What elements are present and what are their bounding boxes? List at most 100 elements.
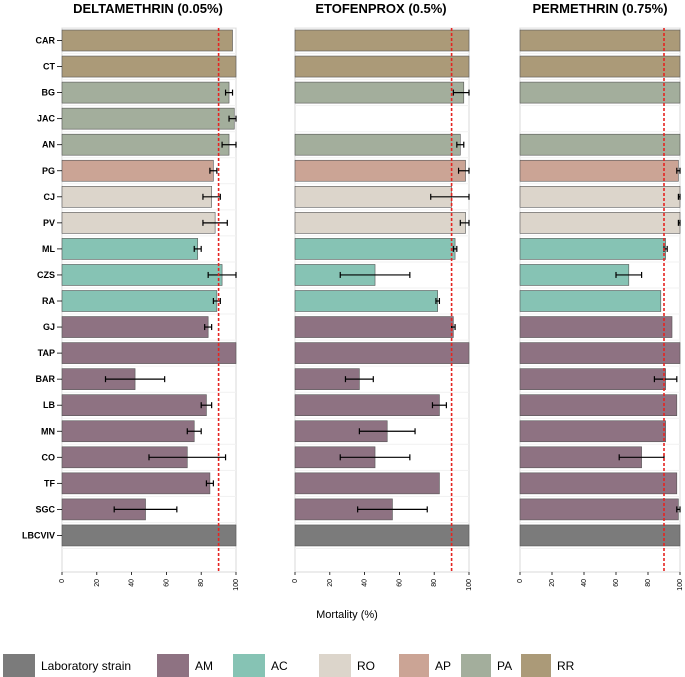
row-label-lbcviv: LBCVIV xyxy=(22,530,55,540)
bar-deltamethrin-bg xyxy=(61,81,230,104)
legend-swatch-rr xyxy=(521,654,551,677)
bar-deltamethrin-pv xyxy=(61,212,216,234)
bar-deltamethrin-gj xyxy=(61,316,209,338)
row-label-mn: MN xyxy=(41,426,55,436)
bar-deltamethrin-lbcviv xyxy=(61,524,237,547)
bar-permethrin-lbcviv xyxy=(519,524,681,547)
x-tick-label: 40 xyxy=(581,579,588,587)
bar-etofenprox-pv xyxy=(294,212,466,234)
bar-etofenprox-an xyxy=(294,133,461,156)
bar-permethrin-czs xyxy=(519,264,630,286)
x-tick-label: 20 xyxy=(327,579,334,587)
legend-label-pa: PA xyxy=(497,659,512,673)
bar-permethrin-sgc xyxy=(519,498,679,521)
text-labels: 0 20 40 60 80 100 0 20 40 60 80 100 0 20 40 60 80 100 CAR C… xyxy=(22,36,684,591)
row-label-czs: CZS xyxy=(37,270,55,280)
row-label-sgc: SGC xyxy=(35,504,55,514)
legend-label-ap: AP xyxy=(435,659,451,673)
x-tick-label: 40 xyxy=(362,579,369,587)
bar-etofenprox-gj xyxy=(294,316,454,338)
row-label-tf: TF xyxy=(44,478,55,488)
bar-etofenprox-ct xyxy=(294,55,470,78)
bar-permethrin-an xyxy=(519,133,681,156)
bar-etofenprox-tap xyxy=(294,342,470,364)
panel-title-etofenprox: ETOFENPROX (0.5%) xyxy=(315,1,446,16)
row-label-car: CAR xyxy=(36,36,56,46)
x-tick-label: 0 xyxy=(59,579,66,583)
panel-frames xyxy=(61,27,681,575)
x-tick-label: 80 xyxy=(198,579,205,587)
x-tick-label: 20 xyxy=(549,579,556,587)
bar-etofenprox-lb xyxy=(294,394,440,417)
x-tick-label: 100 xyxy=(677,579,684,591)
bar-deltamethrin-cj xyxy=(61,186,212,208)
legend-label-rr: RR xyxy=(557,659,575,673)
bar-permethrin-ct xyxy=(519,55,681,78)
bar-deltamethrin-czs xyxy=(61,264,223,286)
legend-swatch-ac xyxy=(233,654,265,677)
bar-etofenprox-ml xyxy=(294,238,456,260)
bar-deltamethrin-pg xyxy=(61,159,214,182)
bar-etofenprox-bg xyxy=(294,81,465,104)
legend-label-am: AM xyxy=(195,659,213,673)
bar-deltamethrin-tap xyxy=(61,342,237,364)
row-label-tap: TAP xyxy=(38,348,55,358)
bar-permethrin-bg xyxy=(519,81,681,104)
panel-title-deltamethrin: DELTAMETHRIN (0.05%) xyxy=(73,1,223,16)
bar-etofenprox-car xyxy=(294,29,470,52)
x-tick-label: 0 xyxy=(292,579,299,583)
bar-permethrin-tf xyxy=(519,472,678,495)
row-label-pg: PG xyxy=(42,166,55,176)
bar-permethrin-pg xyxy=(519,159,679,182)
bar-deltamethrin-tf xyxy=(61,472,211,495)
row-label-bg: BG xyxy=(42,88,56,98)
x-tick-label: 80 xyxy=(431,579,438,587)
row-label-co: CO xyxy=(42,452,56,462)
x-tick-label: 60 xyxy=(163,579,170,587)
bar-etofenprox-cj xyxy=(294,186,452,208)
bar-etofenprox-pg xyxy=(294,159,466,182)
bar-permethrin-bar xyxy=(519,368,666,390)
bar-etofenprox-ra xyxy=(294,290,438,312)
legend-swatch-ro xyxy=(319,654,351,677)
bar-deltamethrin-ra xyxy=(61,290,218,312)
row-label-ml: ML xyxy=(42,244,55,254)
legend-swatch-pa xyxy=(461,654,491,677)
x-tick-label: 20 xyxy=(94,579,101,587)
bar-deltamethrin-lb xyxy=(61,394,207,417)
legend-swatch-am xyxy=(157,654,189,677)
bar-deltamethrin-an xyxy=(61,133,230,156)
bar-deltamethrin-car xyxy=(61,29,233,52)
row-label-an: AN xyxy=(42,140,55,150)
legend-label-ac: AC xyxy=(271,659,288,673)
x-tick-label: 80 xyxy=(645,579,652,587)
bar-permethrin-lb xyxy=(519,394,678,417)
legend-swatch-ap xyxy=(399,654,429,677)
row-label-cj: CJ xyxy=(43,192,55,202)
bar-deltamethrin-jac xyxy=(61,107,235,130)
row-label-pv: PV xyxy=(43,218,55,228)
bar-deltamethrin-ml xyxy=(61,238,199,260)
x-tick-label: 0 xyxy=(517,579,524,583)
bar-permethrin-ra xyxy=(519,290,662,312)
x-tick-label: 60 xyxy=(396,579,403,587)
legend-label-ro: RO xyxy=(357,659,375,673)
x-tick-label: 60 xyxy=(613,579,620,587)
row-label-jac: JAC xyxy=(37,114,56,124)
legend-swatch-laboratory-strain xyxy=(3,654,35,677)
bar-permethrin-mn xyxy=(519,420,666,443)
bar-permethrin-pv xyxy=(519,212,681,234)
bars xyxy=(61,28,681,572)
x-axis-title: Mortality (%) xyxy=(316,609,378,621)
bar-permethrin-tap xyxy=(519,342,681,364)
bar-permethrin-car xyxy=(519,29,681,52)
row-label-lb: LB xyxy=(43,400,55,410)
bar-etofenprox-lbcviv xyxy=(294,524,470,547)
row-label-bar: BAR xyxy=(36,374,56,384)
legend-label-laboratory-strain: Laboratory strain xyxy=(41,659,131,673)
row-label-ct: CT xyxy=(43,62,55,72)
legend: Laboratory strain AM AC RO AP PA RR xyxy=(3,654,575,677)
bar-deltamethrin-ct xyxy=(61,55,237,78)
panel-title-permethrin: PERMETHRIN (0.75%) xyxy=(532,1,667,16)
